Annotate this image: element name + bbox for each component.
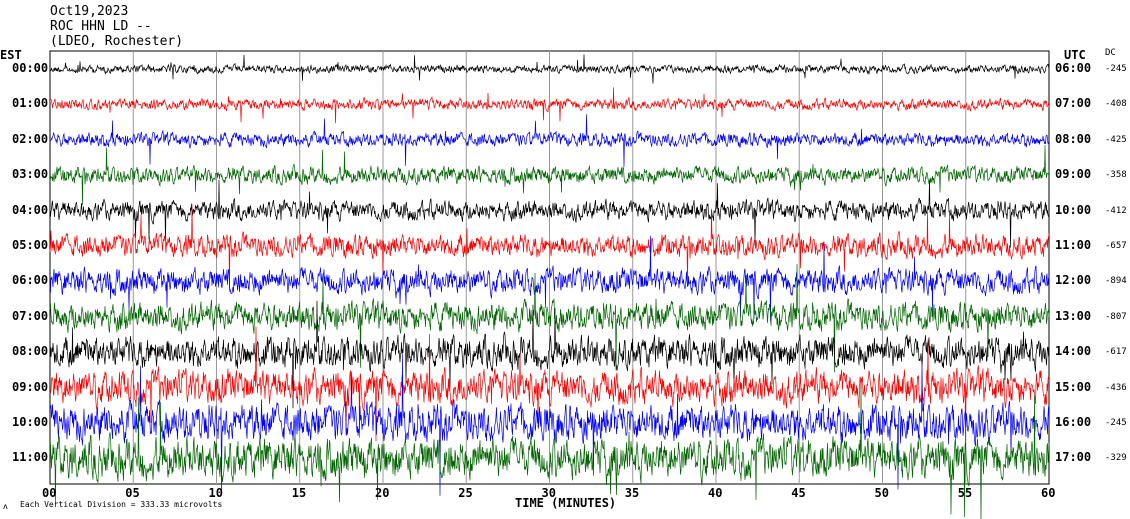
utc-label: 15:00 [1055,379,1092,394]
est-label: 06:00 [12,273,49,288]
est-label: 10:00 [12,415,49,429]
x-tick-label: 00 [42,486,57,500]
est-label: 11:00 [12,450,49,465]
trace-0800 [49,300,1050,409]
dc-label: -408 [1105,99,1127,110]
x-tick-label: 15 [291,486,307,500]
dc-label: -245 [1105,418,1127,428]
dc-label: -436 [1105,382,1127,393]
utc-label: 08:00 [1055,131,1092,146]
station-label: ROC HHN LD -- [50,19,152,34]
x-axis-label: TIME (MINUTES) [515,496,617,510]
trace-0700 [49,264,1050,373]
utc-label: 16:00 [1055,415,1092,429]
network-label: (LDEO, Rochester) [50,34,184,49]
trace-0000 [49,54,1050,84]
trace-0200 [49,114,1050,167]
logo-icon: ʌ [3,502,8,511]
dc-label: -358 [1105,170,1127,181]
est-label: 04:00 [12,202,49,217]
trace-0900 [49,326,1050,450]
est-label: 08:00 [12,344,49,359]
est-label: 09:00 [12,379,49,394]
trace-0400 [49,179,1050,248]
x-tick-label: 55 [957,486,973,500]
utc-label: 14:00 [1055,344,1092,359]
utc-label: 11:00 [1055,238,1092,252]
trace-1100 [49,386,1050,519]
x-tick-label: 40 [708,486,723,500]
x-tick-label: 35 [624,486,640,500]
utc-label: 13:00 [1055,308,1092,323]
scale-note: Each Vertical Division = 333.33 microvol… [20,500,223,509]
est-label: 00:00 [12,61,49,75]
dc-title: DC [1105,48,1116,58]
est-label: 07:00 [12,308,49,323]
dc-label: -657 [1105,241,1127,251]
x-tick-label: 25 [458,486,473,500]
trace-0300 [49,145,1050,206]
utc-label: 06:00 [1055,61,1092,75]
dc-label: -412 [1105,205,1127,216]
dc-label: -329 [1105,453,1127,464]
est-label: 02:00 [12,131,49,146]
est-label: 05:00 [12,238,49,252]
trace-0100 [49,87,1050,124]
x-tick-label: 20 [375,486,390,500]
x-tick-label: 30 [541,486,556,500]
utc-label: 12:00 [1055,273,1092,288]
dc-label: -617 [1105,347,1127,358]
utc-label: 10:00 [1055,202,1092,217]
trace-0600 [49,235,1050,322]
x-tick-label: 50 [874,486,889,500]
dc-label: -425 [1105,134,1127,145]
est-axis-title: EST [0,48,22,62]
utc-label: 17:00 [1055,450,1092,465]
utc-label: 07:00 [1055,96,1092,111]
utc-axis-title: UTC [1064,48,1086,62]
date-label: Oct19,2023 [50,4,129,19]
x-tick-label: 45 [791,486,806,500]
est-label: 01:00 [12,96,49,111]
trace-1000 [49,354,1050,496]
dc-label: -245 [1105,64,1127,74]
trace-0500 [49,204,1050,291]
dc-label: -807 [1105,311,1127,322]
x-tick-label: 05 [125,486,140,500]
x-tick-label: 10 [208,486,223,500]
utc-label: 09:00 [1055,167,1092,182]
est-label: 03:00 [12,167,49,182]
dc-label: -894 [1105,276,1127,287]
x-tick-label: 60 [1041,486,1056,500]
